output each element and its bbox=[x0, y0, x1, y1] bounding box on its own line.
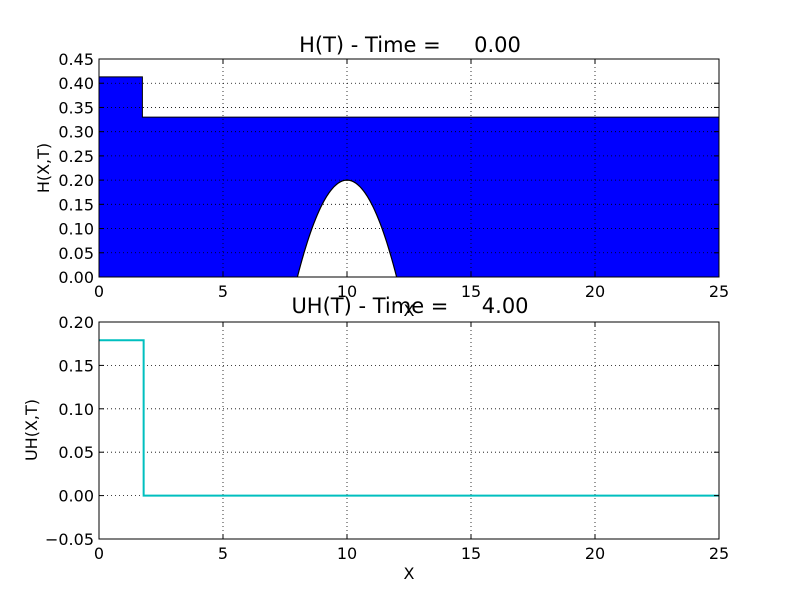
discharge-marks bbox=[99, 339, 719, 497]
water-depth-ticks: 0 5 10 15 20 25 0.00 0.05 0.10 0.15 0.20 0.25 0.30 0.… bbox=[58, 50, 729, 301]
water-depth-grid bbox=[99, 59, 719, 277]
water-depth-x-label: X bbox=[404, 301, 415, 320]
discharge-x-tick-label: 15 bbox=[461, 544, 481, 563]
water-depth-y-tick-label: 0.05 bbox=[58, 244, 94, 263]
water-depth-y-tick-label: 0.25 bbox=[58, 147, 94, 166]
water-depth-x-tick-label: 10 bbox=[337, 282, 357, 301]
water-depth-y-tick-label: 0.00 bbox=[58, 268, 94, 287]
discharge-x-tick-label: 10 bbox=[337, 544, 357, 563]
water-depth-area bbox=[99, 76, 719, 278]
discharge-x-tick-label: 20 bbox=[585, 544, 605, 563]
discharge-x-tick-label: 0 bbox=[94, 544, 104, 563]
water-depth-x-tick-label: 20 bbox=[585, 282, 605, 301]
water-depth-x-tick-label: 25 bbox=[709, 282, 729, 301]
water-depth-y-tick-label: 0.15 bbox=[58, 195, 94, 214]
discharge-x-label: X bbox=[404, 564, 415, 583]
water-depth-y-tick-label: 0.35 bbox=[58, 98, 94, 117]
water-depth-y-tick-label: 0.45 bbox=[58, 50, 94, 69]
water-depth-y-tick-label: 0.20 bbox=[58, 171, 94, 190]
water-depth-y-tick-label: 0.30 bbox=[58, 123, 94, 142]
water-depth-x-tick-label: 5 bbox=[218, 282, 228, 301]
discharge-y-tick-label: 0.15 bbox=[58, 356, 94, 375]
discharge-y-tick-label: 0.10 bbox=[58, 400, 94, 419]
water-depth-y-tick-label: 0.10 bbox=[58, 220, 94, 239]
water-depth-y-tick-label: 0.40 bbox=[58, 74, 94, 93]
discharge-x-tick-label: 25 bbox=[709, 544, 729, 563]
discharge-y-label: UH(X,T) bbox=[22, 399, 41, 461]
discharge-y-tick-label: −0.05 bbox=[45, 530, 94, 549]
discharge-title: UH(T) - Time = 4.00 bbox=[291, 294, 528, 318]
discharge-panel: 0 5 10 15 20 25 −0.05 0.00 0.05 0.10 0.15 0.20 UH(T… bbox=[22, 294, 729, 583]
water-depth-axes-frame bbox=[98, 58, 720, 278]
water-depth-panel: 0 5 10 15 20 25 0.00 0.05 0.10 0.15 0.20 0.25 0.30 0.… bbox=[34, 33, 729, 320]
discharge-x-tick-label: 5 bbox=[218, 544, 228, 563]
water-depth-y-label: H(X,T) bbox=[34, 143, 53, 193]
water-depth-title: H(T) - Time = 0.00 bbox=[299, 33, 521, 57]
discharge-line bbox=[99, 339, 719, 497]
water-depth-x-tick-label: 0 bbox=[94, 282, 104, 301]
discharge-y-tick-label: 0.20 bbox=[58, 313, 94, 332]
discharge-y-tick-label: 0.00 bbox=[58, 487, 94, 506]
discharge-ticks: 0 5 10 15 20 25 −0.05 0.00 0.05 0.10 0.15 0.20 bbox=[45, 313, 729, 563]
water-depth-x-tick-label: 15 bbox=[461, 282, 481, 301]
discharge-axes-frame bbox=[98, 321, 720, 540]
water-surface-line bbox=[99, 76, 719, 118]
discharge-y-tick-label: 0.05 bbox=[58, 443, 94, 462]
